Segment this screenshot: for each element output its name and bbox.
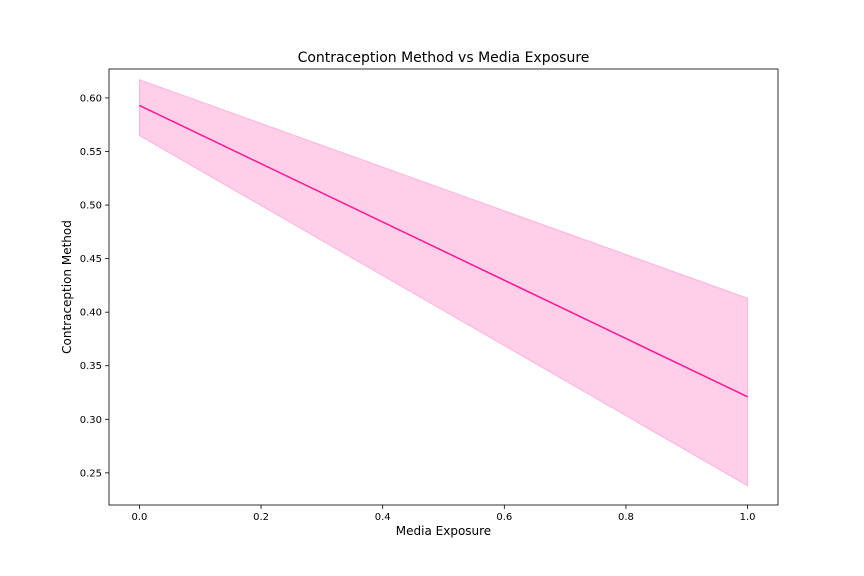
x-axis: 0.0 0.2 0.4 0.6 0.8 1.0 [131, 505, 756, 523]
y-tick-label: 0.25 [80, 468, 102, 479]
y-tick-label: 0.30 [80, 415, 102, 426]
plot-area [108, 68, 779, 506]
x-axis-label: Media Exposure [396, 524, 491, 538]
series-line-0 [139, 104, 748, 398]
x-tick-label: 0.4 [375, 512, 391, 523]
confidence-band-0 [138, 79, 749, 487]
y-tick-label: 0.55 [80, 147, 102, 158]
x-tick-label: 1.0 [740, 512, 756, 523]
y-tick-label: 0.60 [80, 93, 102, 104]
x-tick-label: 0.8 [618, 512, 634, 523]
y-axis-label: Contraception Method [60, 220, 74, 354]
chart-title: Contraception Method vs Media Exposure [298, 50, 590, 66]
y-tick-label: 0.50 [80, 201, 102, 212]
y-tick-label: 0.40 [80, 308, 102, 319]
x-tick-label: 0.0 [131, 512, 147, 523]
y-tick-label: 0.35 [80, 361, 102, 372]
x-tick-label: 0.2 [253, 512, 269, 523]
plot-frame [108, 68, 779, 506]
y-tick-label: 0.45 [80, 254, 102, 265]
x-tick-label: 0.6 [496, 512, 512, 523]
y-axis: 0.25 0.30 0.35 0.40 0.45 0.50 0.55 0.60 [80, 93, 109, 479]
